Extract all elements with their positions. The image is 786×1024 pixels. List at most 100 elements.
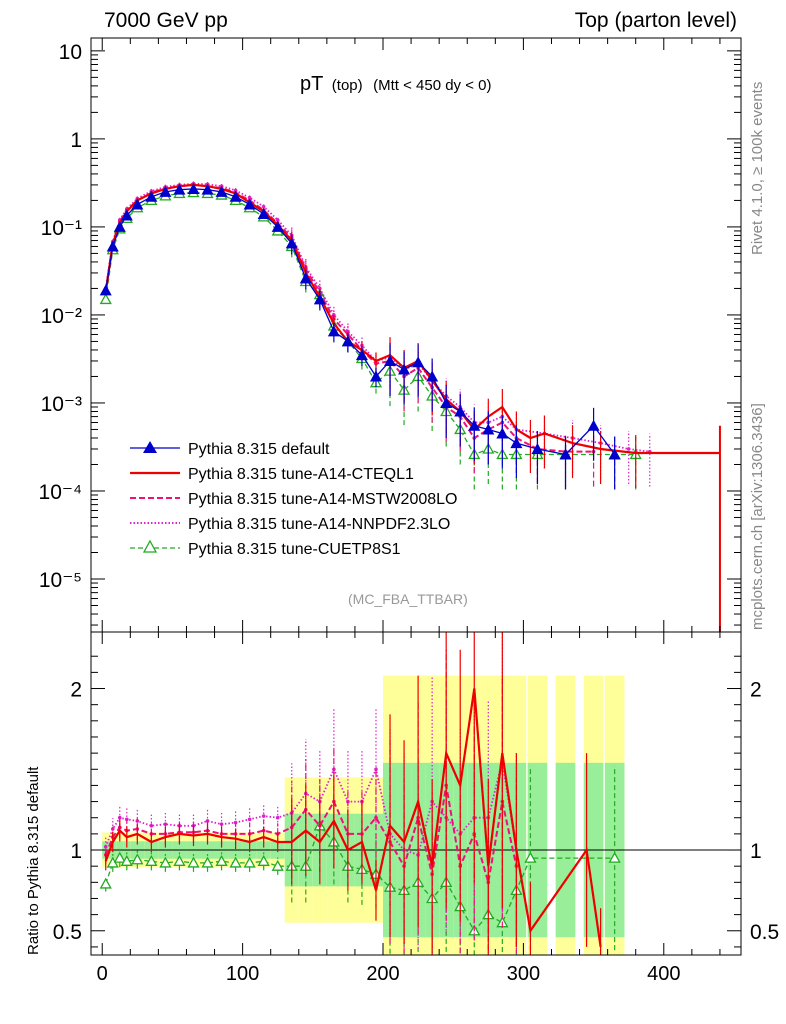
series-cteql1-ratio <box>104 632 602 955</box>
y-tick-label: 10 <box>59 41 82 64</box>
data-point <box>145 190 158 202</box>
series-mstw <box>103 182 596 487</box>
y-tick-label: 1 <box>70 129 82 152</box>
data-point <box>275 218 280 222</box>
ratio-y-tick-label: 1 <box>70 840 82 863</box>
plot-title-main: pT <box>300 73 323 95</box>
side-label-mcplots: mcplots.cern.ch [arXiv:1306.3436] <box>749 403 766 630</box>
analysis-label: (MC_FBA_TTBAR) <box>348 591 468 607</box>
data-point <box>247 817 252 822</box>
data-point <box>559 448 572 460</box>
header-right-title: Top (parton level) <box>575 9 737 32</box>
legend-marker-default <box>143 441 157 453</box>
y-tick-label: 10⁻⁵ <box>39 569 82 592</box>
data-point <box>99 284 112 296</box>
data-point <box>261 814 266 818</box>
series-line <box>104 183 594 453</box>
series-line <box>104 688 602 948</box>
data-point <box>271 859 284 871</box>
data-point <box>374 767 378 772</box>
y-tick-label: 10⁻² <box>41 305 82 328</box>
series-default <box>99 182 621 490</box>
data-point <box>229 856 242 868</box>
data-point <box>327 325 340 337</box>
plot-title-sub: (top) <box>332 77 363 94</box>
data-point <box>313 293 326 305</box>
data-point <box>468 419 481 431</box>
data-point <box>145 854 158 866</box>
series-nnpdf <box>103 181 652 487</box>
data-point <box>215 854 228 866</box>
ratio-y-tick-label: 0.5 <box>53 921 82 944</box>
data-point <box>587 419 600 431</box>
data-point <box>201 183 214 195</box>
data-point <box>608 448 621 460</box>
side-label-rivet: Rivet 4.1.0, ≥ 100k events <box>749 82 766 255</box>
data-point <box>233 820 238 825</box>
data-point <box>173 183 186 195</box>
series-line <box>104 183 720 455</box>
y-tick-label: 10⁻¹ <box>41 217 82 240</box>
data-point <box>124 817 129 822</box>
y-tick-label: 10⁻³ <box>41 393 82 416</box>
x-tick-label: 400 <box>647 963 680 985</box>
data-point <box>608 851 621 863</box>
data-point <box>510 437 523 449</box>
legend-entry-default: Pythia 8.315 default <box>130 441 330 458</box>
data-point <box>496 427 509 439</box>
data-point <box>299 272 312 284</box>
ratio-y-axis-label: Ratio to Pythia 8.315 default <box>25 766 42 955</box>
header-left-title: 7000 GeV pp <box>104 9 228 32</box>
x-tick-label: 100 <box>226 963 259 985</box>
data-point <box>201 856 214 868</box>
ratio-y-tick-label-right: 0.5 <box>750 921 779 944</box>
data-point <box>285 237 298 249</box>
data-point <box>103 844 108 849</box>
data-point <box>398 363 411 375</box>
legend-label-default: Pythia 8.315 default <box>188 441 330 458</box>
data-point <box>355 349 368 361</box>
ratio-y-tick-label-right: 2 <box>750 679 762 702</box>
data-point <box>131 198 144 210</box>
legend-label-cteql1: Pythia 8.315 tune-A14-CTEQL1 <box>188 466 414 483</box>
y-tick-label: 10⁻⁴ <box>39 481 82 504</box>
data-point <box>261 204 266 209</box>
data-point <box>412 356 425 368</box>
series-line <box>105 188 616 456</box>
data-point <box>99 877 112 889</box>
data-point <box>257 208 270 220</box>
series-cuetp <box>99 186 642 490</box>
series-line <box>104 182 650 453</box>
series-line <box>105 824 615 932</box>
data-point <box>187 182 200 194</box>
data-point <box>531 442 544 454</box>
data-point <box>243 198 256 210</box>
legend: Pythia 8.315 default Pythia 8.315 tune-A… <box>130 441 457 558</box>
plot-title-condition: (Mtt < 450 dy < 0) <box>373 77 491 94</box>
data-point <box>257 854 270 866</box>
legend-entry-nnpdf: Pythia 8.315 tune-A14-NNPDF2.3LO <box>130 516 450 533</box>
ratio-y-tick-label: 2 <box>70 679 82 702</box>
data-point <box>187 856 200 868</box>
data-point <box>131 853 144 865</box>
plot-title: pT (top) (Mtt < 450 dy < 0) <box>300 73 491 95</box>
data-point <box>482 423 495 435</box>
legend-marker-cuetp <box>142 539 158 553</box>
legend-label-mstw: Pythia 8.315 tune-A14-MSTW2008LO <box>188 491 457 508</box>
legend-label-cuetp: Pythia 8.315 tune-CUETP8S1 <box>188 541 401 558</box>
x-tick-label: 300 <box>507 963 540 985</box>
legend-entry-mstw: Pythia 8.315 tune-A14-MSTW2008LO <box>130 491 457 508</box>
data-point <box>120 854 133 866</box>
data-point <box>243 856 256 868</box>
data-point <box>120 209 133 221</box>
series-line <box>104 785 518 883</box>
ratio-y-tick-label-right: 1 <box>750 840 762 863</box>
data-point <box>247 195 252 200</box>
x-tick-label: 200 <box>366 963 399 985</box>
data-point <box>374 815 378 820</box>
series-line <box>105 192 636 456</box>
data-point <box>341 335 354 347</box>
data-point <box>113 220 126 232</box>
data-point <box>626 447 631 451</box>
